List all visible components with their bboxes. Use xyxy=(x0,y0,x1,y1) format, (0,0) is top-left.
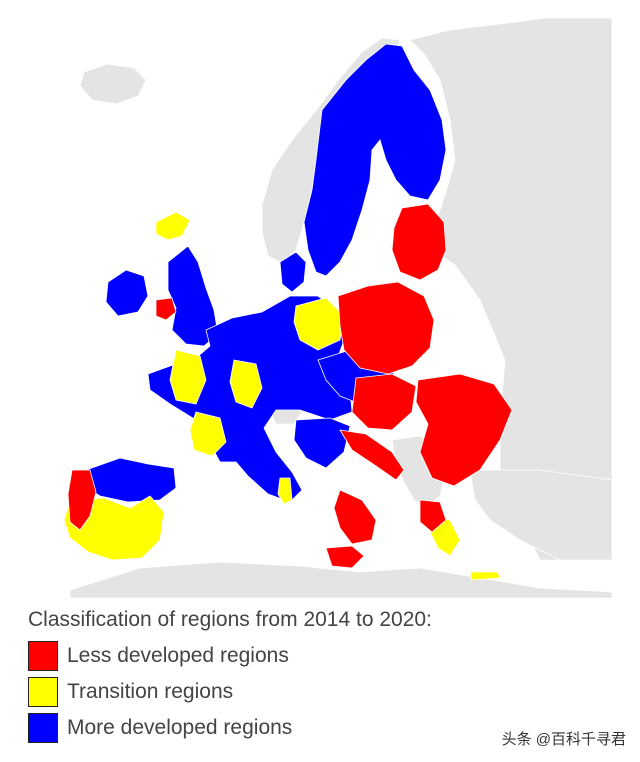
more-developed-regions xyxy=(83,43,447,503)
sicily-region xyxy=(325,545,365,569)
iceland-land xyxy=(79,63,147,105)
europe-map xyxy=(64,17,613,598)
sardinia-transition xyxy=(277,477,293,505)
poland-region xyxy=(337,281,435,375)
ireland-region xyxy=(105,269,149,317)
romania-bulgaria-region xyxy=(415,373,513,487)
legend-swatch-red xyxy=(28,641,58,671)
denmark-region xyxy=(279,251,307,293)
north-africa-land xyxy=(69,561,613,598)
baltics-region xyxy=(391,203,447,281)
adriatic-coast-region xyxy=(339,429,405,481)
spain-north-region xyxy=(83,457,177,503)
central-east-region xyxy=(351,373,417,431)
non-eu-land xyxy=(69,17,613,598)
wales-region xyxy=(155,297,177,321)
crete-transition xyxy=(469,571,501,581)
legend-label: More developed regions xyxy=(67,716,293,739)
legend-label: Transition regions xyxy=(67,680,234,703)
turkey-land xyxy=(469,469,613,561)
legend-title: Classification of regions from 2014 to 2… xyxy=(28,608,432,631)
france-south-transition xyxy=(189,411,227,457)
france-east-transition xyxy=(229,359,263,409)
south-italy-region xyxy=(333,489,377,545)
legend-swatch-yellow xyxy=(28,677,58,707)
legend-swatch-blue xyxy=(28,713,58,743)
france-west-transition xyxy=(169,349,207,405)
legend-item-less-developed: Less developed regions xyxy=(28,640,289,672)
less-developed-regions xyxy=(67,203,513,569)
portugal-region xyxy=(67,469,97,531)
map-canvas xyxy=(64,17,613,598)
legend-label: Less developed regions xyxy=(67,644,289,667)
east-germany-transition xyxy=(293,297,345,351)
greece-mainland-region xyxy=(419,499,447,533)
russia-finland-east-land xyxy=(409,17,613,561)
legend-item-transition: Transition regions xyxy=(28,676,233,708)
scotland-transition xyxy=(155,211,191,241)
north-italy-region xyxy=(293,417,351,469)
watermark-text: 头条 @百科千寻君 xyxy=(501,731,626,748)
sweden-finland-region xyxy=(303,43,447,277)
legend-item-more-developed: More developed regions xyxy=(28,712,292,744)
